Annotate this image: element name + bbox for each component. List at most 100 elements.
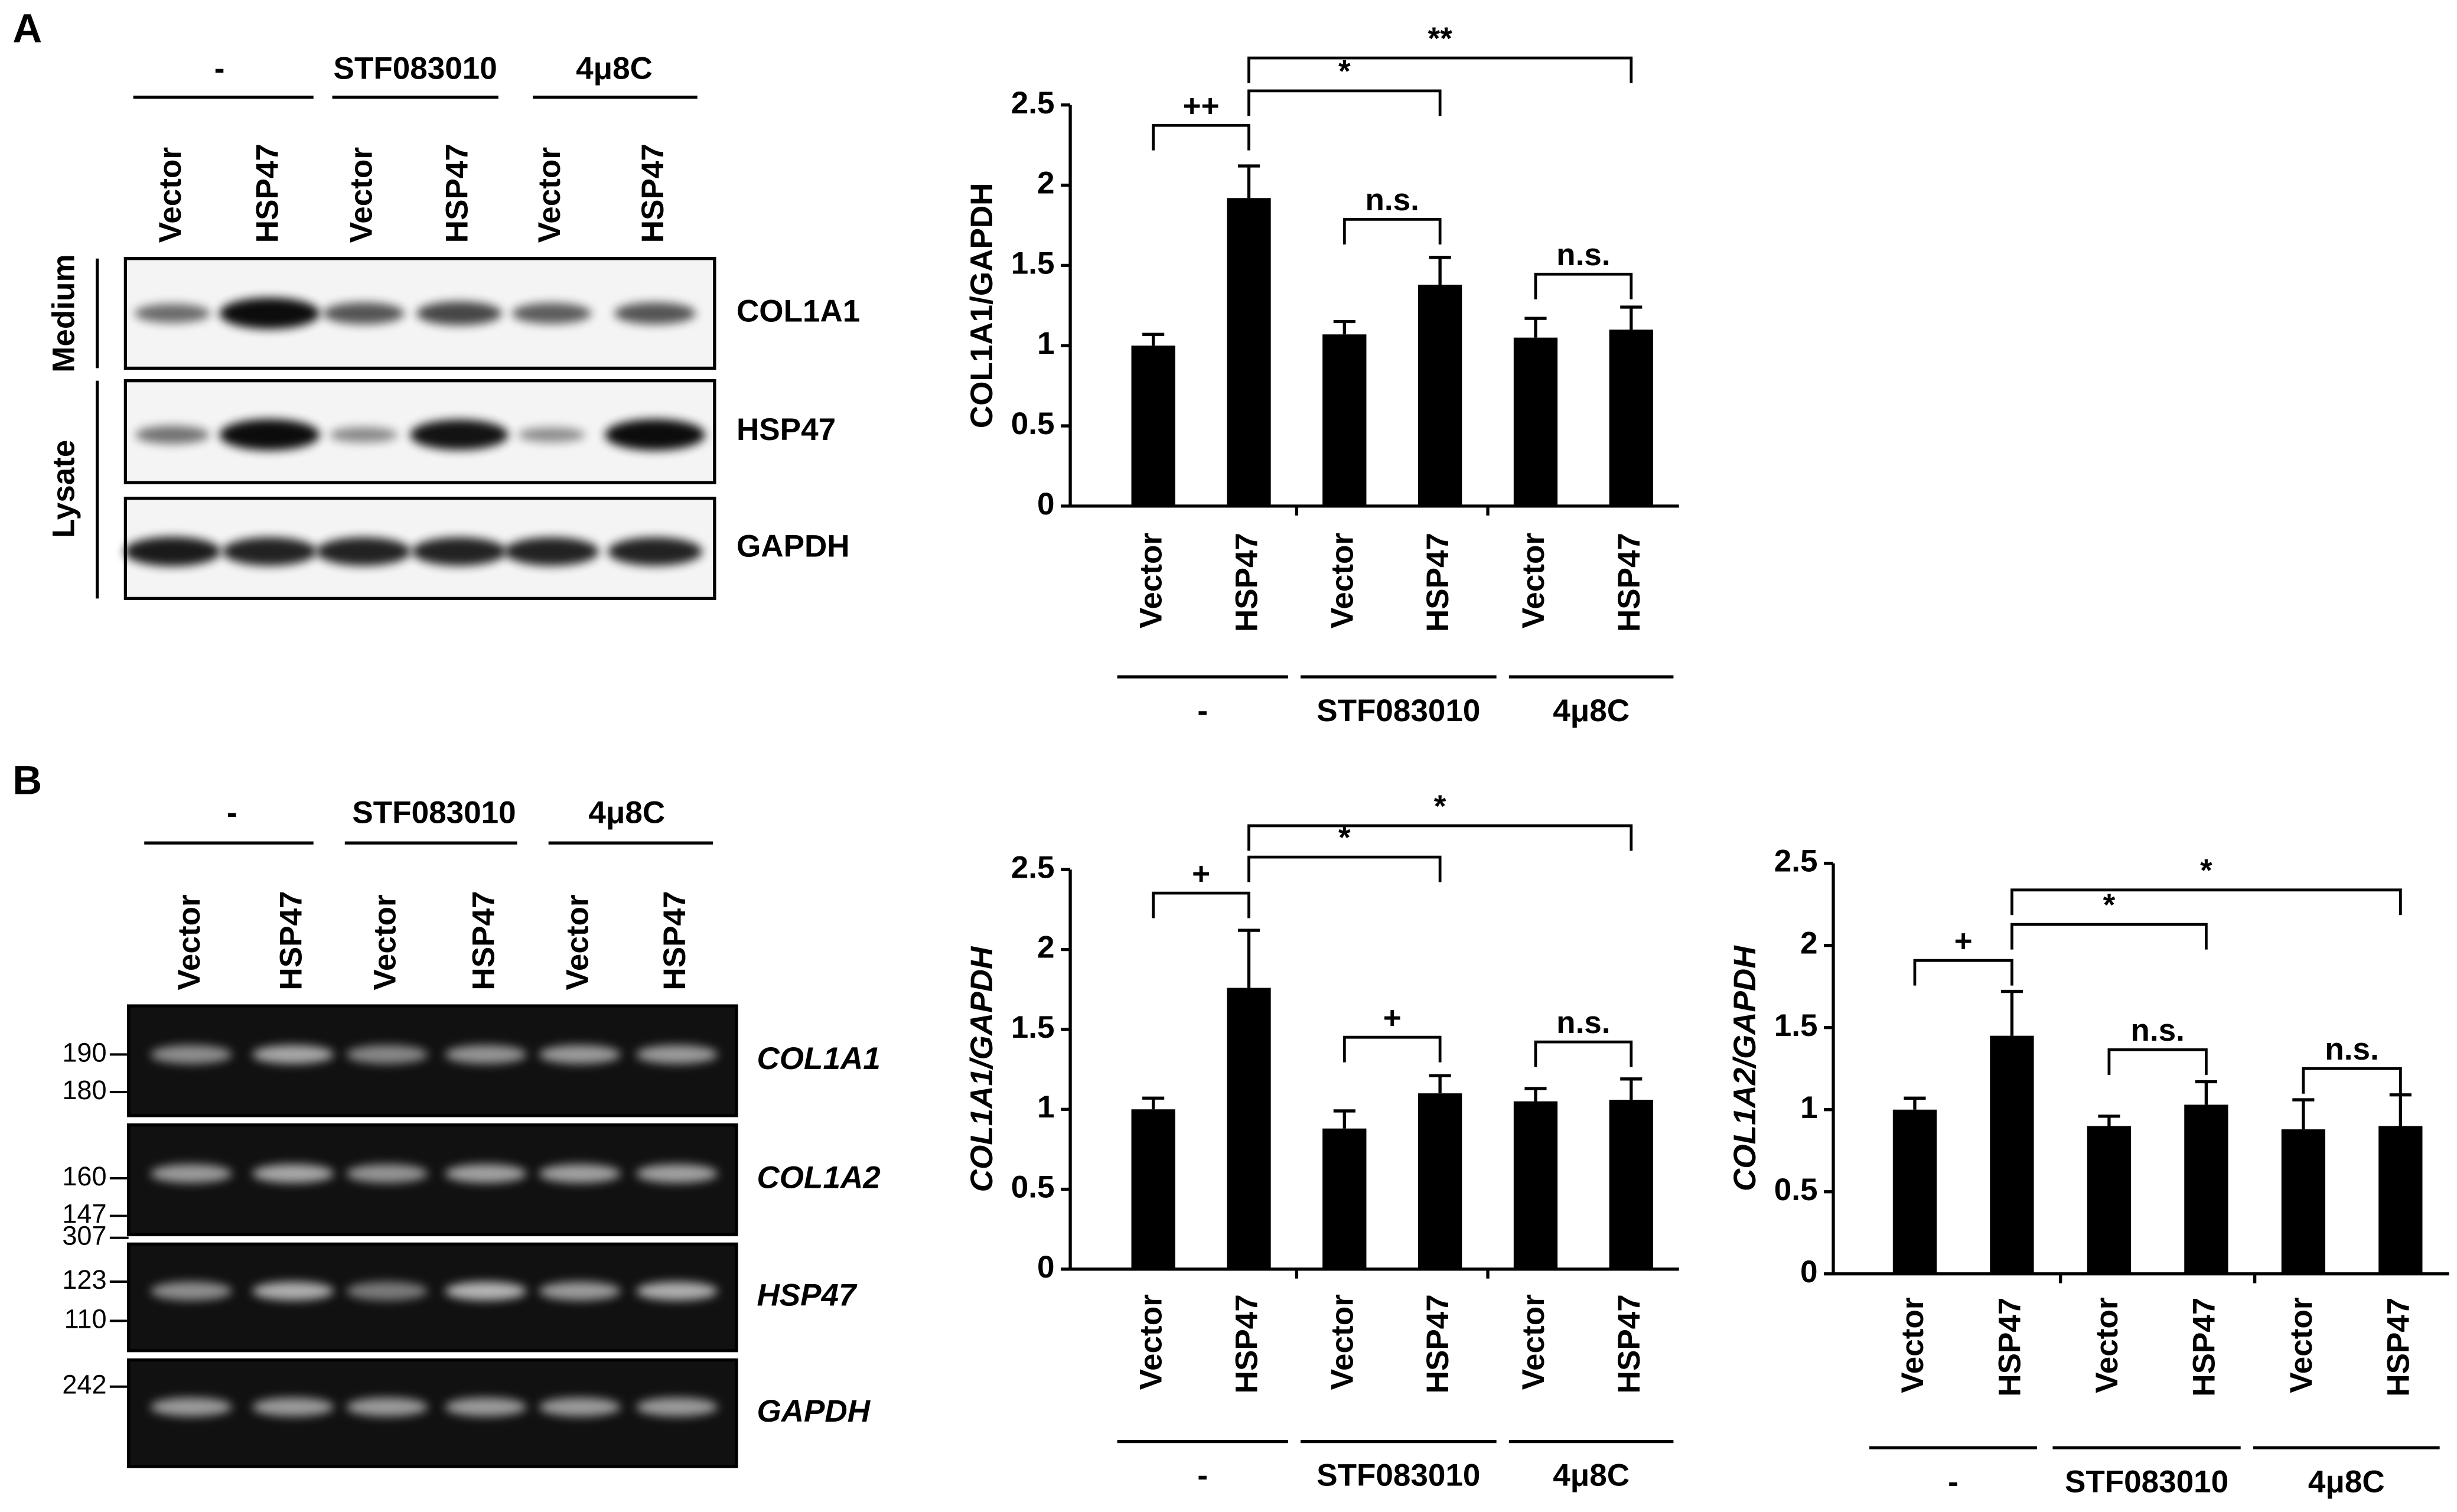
- bar: [1513, 337, 1558, 506]
- gel-band: [150, 1164, 232, 1183]
- marker-label: 160: [62, 1161, 106, 1191]
- group-label: 4μ8C: [1553, 693, 1630, 728]
- blot-band: [518, 427, 585, 442]
- bar: [1609, 1099, 1653, 1269]
- gel-band: [150, 1282, 232, 1301]
- x-tick-label: HSP47: [1992, 1298, 2027, 1397]
- error-bar: [1524, 317, 1547, 338]
- row-label: COL1A2: [757, 1161, 880, 1195]
- bar: [1131, 346, 1175, 506]
- gel-frame: [127, 1242, 738, 1353]
- x-tick-label: Vector: [2090, 1298, 2124, 1393]
- y-tick-label: 1.5: [1011, 1010, 1055, 1045]
- y-tick-label: 2: [1800, 926, 1818, 961]
- blot-band: [607, 537, 703, 566]
- gel-band: [346, 1397, 428, 1417]
- gel-band: [150, 1045, 232, 1064]
- row-label: HSP47: [757, 1278, 858, 1313]
- significance-bracket: [1247, 824, 1633, 851]
- gel-band: [445, 1282, 527, 1301]
- marker-label: 180: [62, 1075, 106, 1105]
- section-label: Medium: [47, 254, 82, 372]
- blot-band: [134, 304, 211, 323]
- gel-band: [445, 1045, 527, 1064]
- significance-bracket: [1247, 56, 1633, 83]
- y-tick-label: 2.5: [1011, 850, 1055, 885]
- gel-band: [539, 1397, 621, 1417]
- gel-band: [445, 1397, 527, 1417]
- significance-bracket: [2010, 888, 2402, 915]
- significance-label: +: [1954, 924, 1973, 959]
- lane-label: Vector: [344, 147, 379, 243]
- significance-label: n.s.: [1556, 237, 1610, 272]
- row-label: HSP47: [737, 412, 836, 447]
- significance-bracket: [1534, 1040, 1633, 1067]
- gel-frame: [127, 1004, 738, 1117]
- x-tick-label: HSP47: [1420, 1294, 1455, 1393]
- bar: [1892, 1109, 1937, 1274]
- significance-label: ++: [1183, 89, 1220, 123]
- gel-band: [636, 1045, 718, 1064]
- blot-band: [416, 301, 502, 325]
- marker-label: 190: [62, 1037, 106, 1067]
- x-tick-label: HSP47: [1230, 1294, 1265, 1393]
- lane-label: HSP47: [657, 891, 692, 990]
- bar: [1609, 330, 1653, 506]
- gel-band: [346, 1282, 428, 1301]
- blot-band: [614, 302, 696, 325]
- blot-band: [222, 537, 317, 566]
- gel-band: [539, 1164, 621, 1183]
- significance-bracket: [1342, 1035, 1442, 1063]
- error-bar: [1620, 1077, 1643, 1100]
- bar: [1990, 1035, 2034, 1274]
- significance-label: n.s.: [1556, 1005, 1610, 1040]
- panel-label: A: [12, 5, 42, 51]
- gel-band: [636, 1164, 718, 1183]
- blot-band: [316, 537, 411, 566]
- y-tick-label: 2.5: [1011, 86, 1055, 120]
- bar: [1322, 334, 1367, 506]
- y-tick-label: 1.5: [1011, 246, 1055, 281]
- y-axis-label: COL1A2/GAPDH: [1728, 945, 1762, 1191]
- blot-band: [135, 425, 210, 444]
- gel-band: [252, 1282, 334, 1301]
- gel-band: [150, 1397, 232, 1417]
- group-label: STF083010: [1317, 693, 1480, 728]
- marker-label: 307: [62, 1221, 106, 1251]
- significance-bracket: [2302, 1067, 2402, 1094]
- lane-label: HSP47: [636, 144, 670, 243]
- blot-band: [322, 302, 405, 325]
- bar: [2087, 1126, 2132, 1274]
- bar: [1131, 1109, 1175, 1269]
- x-tick-label: Vector: [1325, 533, 1360, 628]
- gel-band: [539, 1045, 621, 1064]
- y-tick-label: 0.5: [1774, 1172, 1818, 1207]
- bar: [2378, 1126, 2423, 1274]
- gel-band: [445, 1164, 527, 1183]
- gel-band: [252, 1164, 334, 1183]
- error-bar: [2098, 1115, 2120, 1126]
- significance-label: +: [1192, 856, 1210, 891]
- lane-label: Vector: [532, 147, 567, 243]
- y-tick-label: 2.5: [1774, 844, 1818, 879]
- y-tick-label: 1: [1037, 326, 1055, 361]
- gel-frame: [127, 1123, 738, 1237]
- significance-bracket: [1342, 218, 1442, 245]
- error-bar: [1524, 1087, 1547, 1102]
- y-tick-label: 0.5: [1011, 406, 1055, 441]
- gel-band: [636, 1397, 718, 1417]
- significance-label: *: [1338, 54, 1351, 89]
- blot-band: [504, 537, 599, 566]
- x-tick-label: Vector: [1134, 1294, 1169, 1390]
- gel-band: [346, 1045, 428, 1064]
- significance-bracket: [1152, 123, 1250, 151]
- marker-label: 110: [64, 1304, 107, 1334]
- significance-label: *: [1434, 789, 1446, 824]
- group-label: 4μ8C: [576, 51, 653, 86]
- x-tick-label: HSP47: [2381, 1298, 2416, 1397]
- group-label: -: [227, 795, 237, 830]
- group-label: 4μ8C: [2308, 1464, 2385, 1499]
- lane-label: Vector: [367, 894, 402, 990]
- error-bar: [1620, 305, 1643, 330]
- gel-band: [252, 1397, 334, 1417]
